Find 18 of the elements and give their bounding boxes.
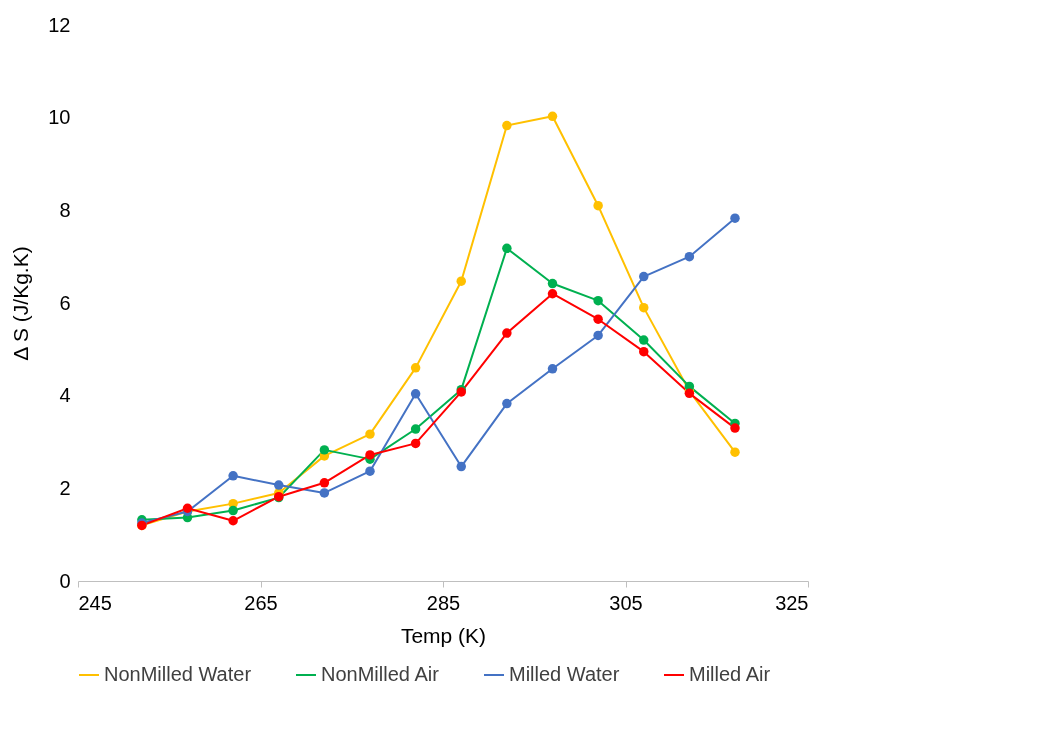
- y-axis-title: Δ S (J/Kg.K): [9, 246, 33, 361]
- y-tick-label: 10: [48, 106, 71, 129]
- y-tick-label: 0: [59, 569, 71, 592]
- y-tick-label: 6: [59, 291, 71, 314]
- x-tick-label: 305: [609, 591, 643, 614]
- x-tick-label: 285: [426, 591, 461, 614]
- legend-label: Milled Air: [689, 663, 771, 685]
- x-tick-label: 325: [775, 591, 809, 614]
- x-tick-label: 265: [244, 591, 278, 614]
- x-tick-label: 245: [78, 591, 112, 614]
- legend-label: NonMilled Water: [104, 663, 252, 685]
- y-tick-label: 2: [59, 476, 71, 499]
- legend-label: NonMilled Air: [321, 663, 440, 685]
- y-tick-label: 4: [59, 384, 71, 407]
- x-axis-title: Temp (K): [400, 623, 487, 647]
- legend-label: Milled Water: [509, 663, 620, 685]
- y-tick-label: 12: [48, 13, 71, 36]
- y-tick-label: 8: [59, 198, 71, 221]
